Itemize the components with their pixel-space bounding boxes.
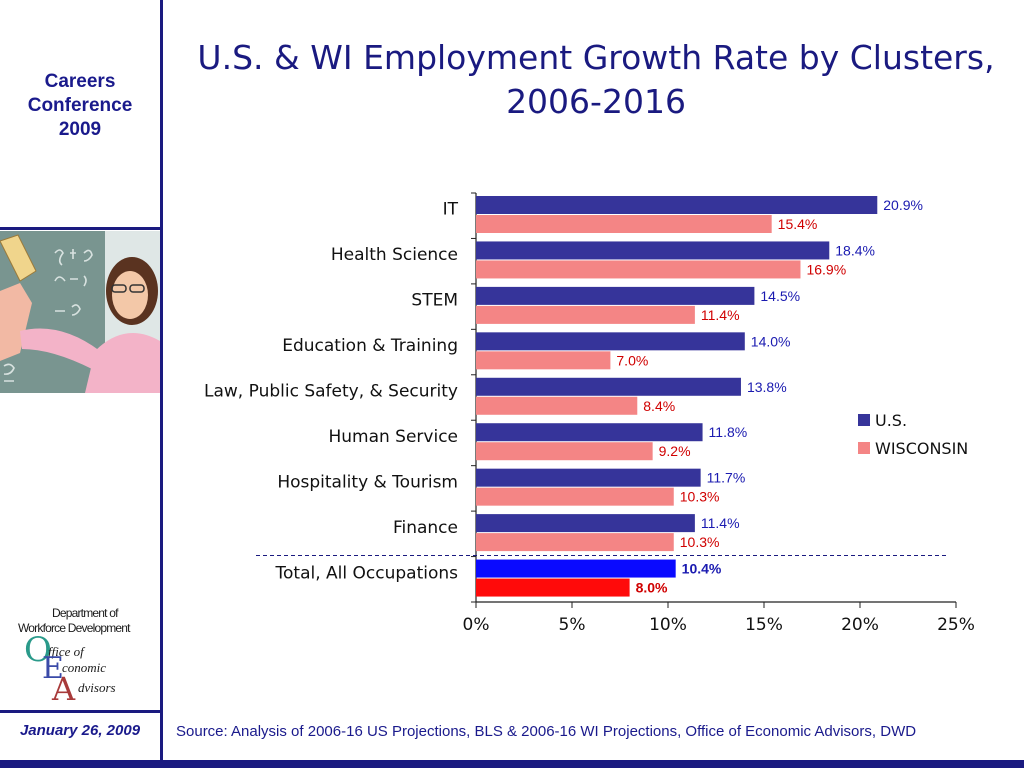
logo-letter-a: A [51, 670, 76, 704]
us-bar [476, 377, 741, 396]
us-bar [476, 514, 695, 533]
logo-word-office: ffice of [48, 644, 86, 659]
wisconsin-value-label: 7.0% [616, 352, 648, 368]
us-value-label: 10.4% [682, 561, 722, 577]
wisconsin-value-label: 10.3% [680, 534, 720, 550]
us-bar [476, 196, 878, 214]
teacher-photo [0, 231, 160, 393]
us-bar [476, 286, 755, 305]
x-tick-label: 15% [745, 615, 783, 635]
page-title: U.S. & WI Employment Growth Rate by Clus… [168, 36, 1024, 124]
wisconsin-value-label: 16.9% [806, 261, 846, 277]
category-label: STEM [411, 291, 458, 311]
us-bar [476, 423, 703, 442]
wisconsin-value-label: 9.2% [659, 443, 691, 459]
sidebar-rule-top [0, 227, 160, 230]
title-line-2: 2006-2016 [506, 82, 686, 121]
logo-letter-e: E [42, 651, 64, 686]
us-value-label: 14.5% [760, 288, 800, 304]
sidebar-divider [160, 0, 163, 760]
wisconsin-bar [476, 351, 611, 370]
wisconsin-bar [476, 487, 674, 506]
conference-line-2: Conference [27, 95, 133, 116]
category-label: Finance [393, 518, 458, 538]
wisconsin-value-label: 8.4% [643, 398, 675, 414]
employment-growth-chart: 0% 5% 10% 15% 20% 25% IT 20.9% 15.4% Health Scien… [204, 192, 975, 635]
us-value-label: 18.4% [835, 242, 875, 258]
title-line-1: U.S. & WI Employment Growth Rate by Clus… [197, 38, 995, 77]
us-value-label: 14.0% [751, 333, 791, 349]
us-bar [476, 332, 745, 351]
x-tick-label: 20% [841, 615, 879, 635]
us-bar [476, 559, 676, 578]
logo-line-1: Department of [52, 606, 119, 620]
legend-swatch-wisconsin [858, 442, 870, 454]
sidebar-rule-bottom [0, 710, 160, 713]
wisconsin-value-label: 10.3% [680, 489, 720, 505]
us-bar [476, 241, 830, 260]
logo-word-advisors: dvisors [78, 680, 116, 695]
logo-word-economic: conomic [62, 660, 106, 675]
category-label: Health Science [331, 245, 458, 265]
wisconsin-bar [476, 396, 638, 415]
us-value-label: 11.7% [707, 470, 746, 486]
wisconsin-value-label: 15.4% [778, 216, 818, 232]
category-label: Total, All Occupations [275, 563, 459, 583]
x-tick-label: 0% [463, 615, 490, 635]
date-label: January 26, 2009 [19, 722, 141, 739]
source-note: Source: Analysis of 2006-16 US Projectio… [176, 723, 917, 740]
wisconsin-bar [476, 215, 772, 233]
x-tick-label: 5% [559, 615, 586, 635]
wisconsin-bar [476, 260, 801, 279]
wisconsin-bar [476, 578, 630, 597]
wisconsin-bar [476, 442, 653, 461]
category-label: Law, Public Safety, & Security [204, 382, 458, 402]
legend-swatch-us [858, 414, 870, 426]
legend-label-wisconsin: WISCONSIN [875, 439, 968, 458]
us-bar [476, 468, 701, 487]
us-value-label: 20.9% [883, 197, 923, 213]
conference-line-1: Careers [44, 71, 116, 92]
sidebar: Careers Conference 2009 Department of Wo… [0, 0, 160, 760]
category-label: Education & Training [282, 336, 458, 356]
us-value-label: 11.8% [709, 424, 748, 440]
us-value-label: 13.8% [747, 379, 787, 395]
us-value-label: 11.4% [701, 515, 740, 531]
wisconsin-value-label: 11.4% [701, 307, 740, 323]
conference-line-3: 2009 [58, 119, 102, 140]
category-label: Human Service [328, 427, 458, 447]
conference-title: Careers Conference 2009 [0, 70, 160, 142]
category-label: IT [443, 200, 459, 220]
x-tick-label: 10% [649, 615, 687, 635]
logo-line-2: Workforce Development [18, 621, 131, 635]
legend-label-us: U.S. [875, 411, 907, 430]
logo-letter-o: O [24, 630, 52, 670]
footer-bar [0, 760, 1024, 768]
wisconsin-bar [476, 533, 674, 552]
wisconsin-bar [476, 305, 695, 324]
category-label: Hospitality & Tourism [277, 472, 458, 492]
oea-logo: Department of Workforce Development O ff… [18, 606, 132, 704]
wisconsin-value-label: 8.0% [636, 580, 668, 596]
x-tick-label: 25% [937, 615, 975, 635]
